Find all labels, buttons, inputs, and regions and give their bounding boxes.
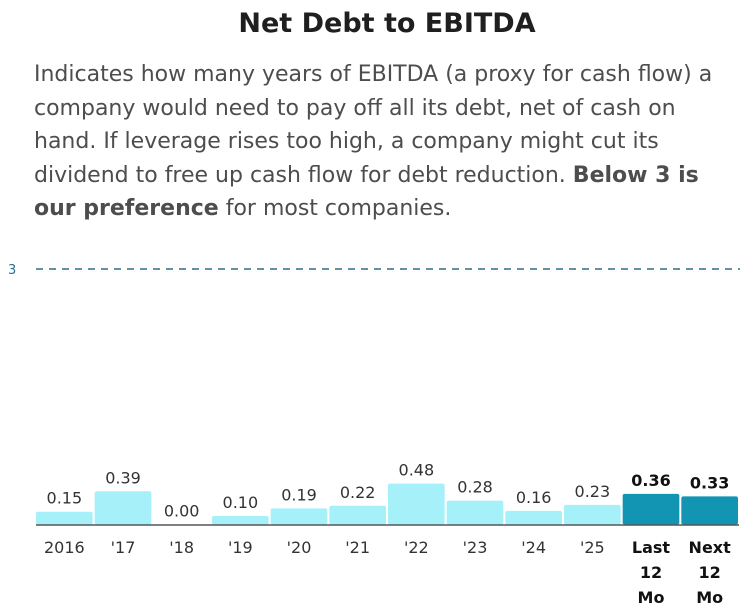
x-tick-label: '25	[580, 538, 605, 557]
x-tick-label: 2016	[44, 538, 85, 557]
bar	[564, 504, 621, 525]
x-tick-label: '22	[404, 538, 429, 557]
x-tick-label: '19	[228, 538, 253, 557]
data-label: 0.36	[631, 471, 670, 490]
data-label: 0.48	[399, 461, 435, 480]
description-text: Indicates how many years of EBITDA (a pr…	[34, 62, 713, 188]
data-label: 0.23	[575, 482, 611, 501]
x-tick-label: '23	[463, 538, 488, 557]
reference-line-label: 3	[8, 263, 16, 278]
bar	[36, 511, 93, 525]
x-tick-label: '21	[345, 538, 370, 557]
data-label: 0.28	[457, 478, 493, 497]
bar	[446, 500, 504, 525]
bar	[681, 496, 738, 525]
bar	[94, 491, 152, 525]
x-tick-label: '17	[111, 538, 136, 557]
bar	[622, 493, 680, 525]
x-tick-label: '18	[169, 538, 194, 557]
bar	[388, 483, 445, 525]
data-label: 0.39	[105, 468, 141, 487]
data-label: 0.10	[223, 493, 259, 512]
x-tick-label: Next 12 Mo	[689, 538, 732, 607]
description-tail: for most companies.	[218, 196, 452, 221]
data-label: 0.33	[690, 473, 729, 492]
bar	[212, 515, 269, 525]
chart-description: Indicates how many years of EBITDA (a pr…	[34, 58, 734, 226]
bar	[329, 505, 386, 525]
x-tick-label: '20	[287, 538, 312, 557]
data-label: 0.16	[516, 488, 552, 507]
chart-title: Net Debt to EBITDA	[238, 8, 536, 39]
data-label: 0.22	[340, 483, 376, 502]
data-label: 0.15	[47, 489, 83, 508]
description-emphasis: Below 3 is our preference	[34, 162, 699, 222]
x-tick-label: '24	[521, 538, 546, 557]
data-label: 0.00	[164, 502, 200, 521]
x-tick-label: Last 12 Mo	[632, 538, 671, 607]
data-label: 0.19	[281, 485, 317, 504]
bar	[505, 510, 562, 525]
bar	[270, 508, 328, 525]
